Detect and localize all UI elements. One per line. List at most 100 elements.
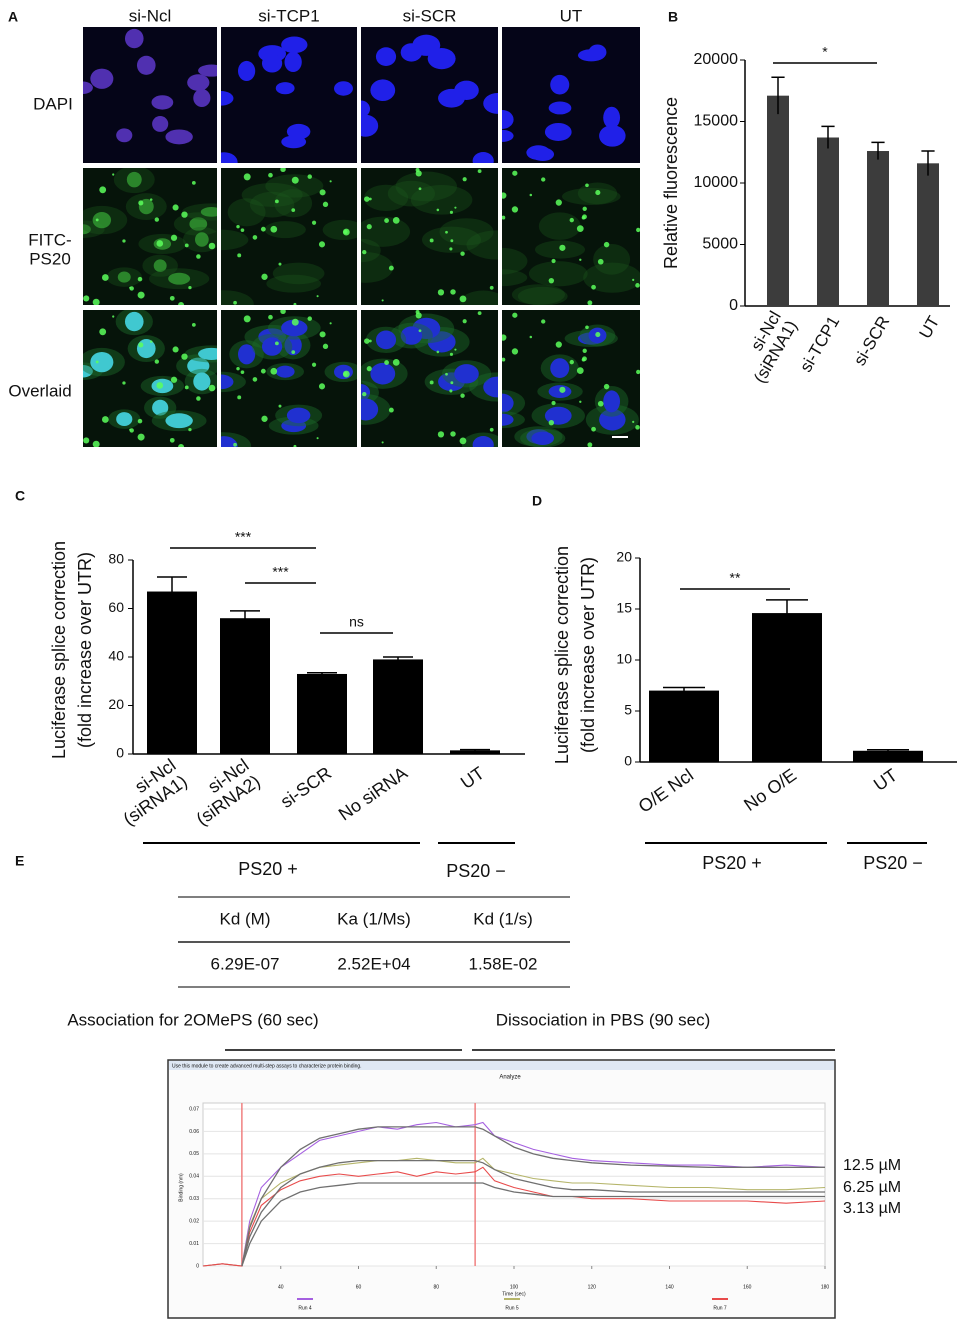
y-axis-label: Binding (nm): [178, 1173, 184, 1202]
puncta: [502, 215, 506, 220]
micrograph: [502, 310, 640, 447]
puncta: [278, 404, 282, 408]
puncta: [445, 372, 448, 376]
nucleus: [83, 365, 93, 378]
puncta: [548, 419, 555, 426]
x-tick-label: 60: [356, 1284, 362, 1290]
nucleus: [284, 51, 302, 73]
puncta: [502, 357, 506, 362]
puncta: [291, 208, 296, 212]
puncta: [635, 283, 640, 288]
nucleus: [187, 357, 210, 375]
nucleus: [152, 116, 169, 132]
puncta: [178, 443, 185, 447]
puncta: [555, 199, 562, 206]
puncta: [450, 381, 454, 385]
y-tick-label: 0.06: [189, 1129, 199, 1135]
puncta: [318, 383, 326, 390]
puncta: [429, 238, 434, 243]
puncta: [636, 227, 640, 233]
puncta: [603, 383, 610, 390]
puncta: [196, 396, 201, 401]
cytoplasm: [395, 171, 458, 202]
nucleus: [117, 271, 131, 283]
y-tick-label: 0: [116, 745, 124, 761]
group-label: PS20 +: [702, 853, 762, 873]
x-tick-label: 80: [433, 1284, 439, 1290]
cells: [221, 36, 353, 163]
puncta: [268, 314, 273, 320]
nucleus: [361, 114, 379, 137]
cells: [221, 168, 357, 305]
puncta: [278, 262, 282, 266]
concentration-label: 3.13 µM: [843, 1200, 901, 1217]
puncta: [541, 177, 546, 182]
cytoplasm: [511, 284, 565, 305]
nucleus: [472, 436, 494, 447]
cells: [83, 28, 217, 145]
nucleus: [136, 55, 156, 75]
puncta: [169, 437, 175, 443]
puncta: [366, 224, 372, 230]
nucleus: [198, 64, 217, 77]
puncta: [322, 343, 329, 350]
puncta: [188, 285, 192, 290]
puncta: [635, 425, 640, 430]
puncta: [137, 276, 143, 282]
nucleus: [221, 91, 234, 106]
puncta: [459, 437, 467, 445]
puncta: [381, 441, 384, 444]
x-tick-label: 40: [278, 1284, 284, 1290]
error-bar: [663, 686, 705, 694]
error-bar: [230, 610, 260, 626]
row-label: Overlaid: [8, 381, 71, 400]
x-tick-label: 180: [821, 1284, 830, 1290]
micrograph: [502, 27, 640, 163]
puncta: [178, 301, 185, 305]
bar: [853, 750, 923, 762]
puncta: [381, 299, 384, 302]
puncta: [329, 180, 332, 183]
table-cell: 2.52E+04: [337, 954, 410, 973]
puncta: [576, 367, 584, 375]
group-label: PS20 −: [446, 861, 506, 881]
puncta: [280, 310, 286, 315]
puncta: [429, 380, 434, 385]
cytoplasm: [363, 184, 409, 211]
puncta: [311, 220, 317, 225]
puncta: [576, 225, 584, 233]
puncta: [311, 362, 317, 367]
puncta: [388, 265, 394, 271]
nucleus: [90, 351, 114, 373]
puncta: [252, 377, 258, 382]
puncta: [196, 254, 201, 259]
nucleus: [483, 376, 498, 398]
cytoplasm: [583, 262, 640, 293]
puncta: [388, 407, 394, 413]
y-tick-label: 0.01: [189, 1241, 199, 1247]
puncta: [460, 393, 465, 398]
micrograph: [502, 168, 640, 305]
cytoplasm: [265, 174, 324, 198]
nucleus: [588, 44, 607, 60]
cells: [83, 310, 217, 447]
puncta: [237, 395, 242, 400]
error-bar: [867, 749, 909, 752]
significance-label: ***: [272, 564, 289, 580]
nucleus: [193, 372, 211, 391]
cytoplasm: [361, 238, 381, 263]
y-tick-label: 40: [108, 648, 124, 664]
puncta: [101, 274, 109, 281]
panel-label: C: [15, 488, 25, 504]
puncta: [462, 319, 467, 324]
error-bar: [766, 599, 808, 627]
group-label: PS20 +: [238, 859, 298, 879]
puncta: [582, 356, 587, 362]
micrograph: [221, 310, 357, 447]
puncta: [291, 318, 299, 326]
y-tick-label: 0: [624, 753, 632, 769]
nucleus: [194, 232, 209, 247]
cytoplasm: [142, 254, 178, 277]
puncta: [184, 243, 189, 248]
puncta: [512, 170, 518, 176]
